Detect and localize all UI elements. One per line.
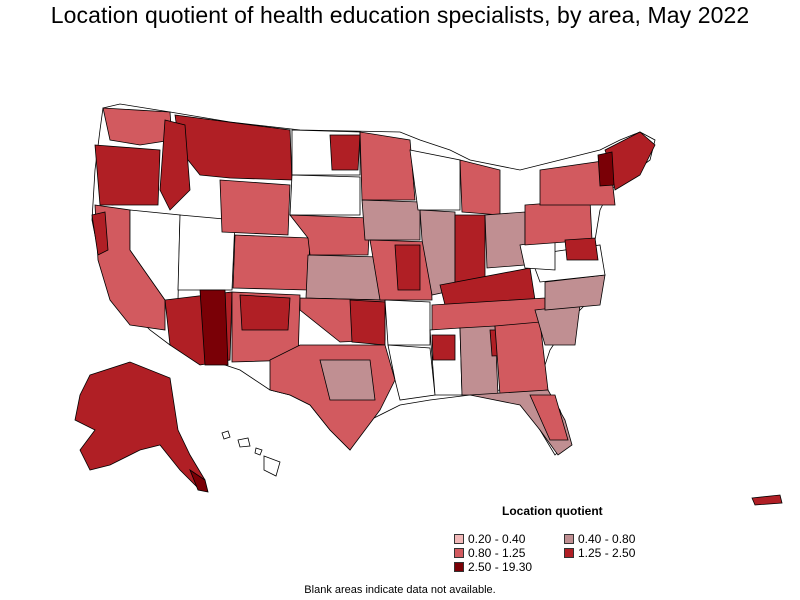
region-kansas [305,254,381,301]
region-texas-central [319,359,376,401]
region-louisiana [387,344,436,401]
region-michigan [459,159,501,216]
legend-item-0: 0.20 - 0.40 [454,532,525,546]
region-georgia [494,321,549,396]
region-mississippi-north [431,334,456,361]
legend-item-1: 0.40 - 0.80 [564,532,635,546]
legend-swatch [454,562,464,572]
region-nd-east [329,134,361,171]
alaska [74,361,209,493]
region-arizona-south [199,289,229,366]
alaska-main [74,361,206,491]
region-minnesota [359,131,416,201]
legend-item-2: 0.80 - 1.25 [454,546,525,560]
region-maryland [564,237,599,261]
legend-swatch [564,534,574,544]
region-ohio [484,211,526,269]
legend-label: 0.40 - 0.80 [578,532,636,546]
region-colorado [232,234,311,291]
contiguous-us [91,103,656,456]
region-pennsylvania [524,199,593,246]
legend-label: 0.20 - 0.40 [468,532,526,546]
legend-label: 2.50 - 19.30 [468,560,533,574]
region-new-york [539,159,616,206]
alaska-southeast [189,468,209,493]
region-idaho [159,119,191,211]
puerto-rico [751,494,783,506]
hawaii-island-4 [263,455,281,477]
hawaii-island-1 [221,430,231,440]
legend-title: Location quotient [502,504,603,518]
region-iowa [361,199,421,241]
region-arkansas [384,299,431,346]
region-nebraska [289,214,371,256]
legend-item-4: 2.50 - 19.30 [454,560,532,574]
legend-swatch [454,548,464,558]
footnote: Blank areas indicate data not available. [304,584,496,596]
region-florida-central [529,394,569,441]
region-indiana [454,214,486,286]
region-new-mexico-north [239,294,291,331]
legend-item-3: 1.25 - 2.50 [564,546,635,560]
legend-label: 1.25 - 2.50 [578,546,636,560]
region-oklahoma-east [349,299,386,346]
legend-label: 0.80 - 1.25 [468,546,526,560]
region-missouri-central [394,244,421,291]
region-south-dakota [289,174,361,216]
region-oregon [94,144,161,206]
legend-swatch [564,548,574,558]
hawaii-island-3 [254,447,263,456]
region-washington [102,107,173,146]
legend-swatch [454,534,464,544]
hawaii-island-2 [237,437,251,448]
region-california-coast [91,211,109,256]
puerto-rico-island [751,494,783,506]
region-wisconsin [409,149,461,211]
map-title: Location quotient of health education sp… [50,2,750,28]
region-utah [177,214,236,291]
region-vermont [597,151,615,187]
hawaii [221,430,281,477]
region-wyoming [219,179,291,236]
